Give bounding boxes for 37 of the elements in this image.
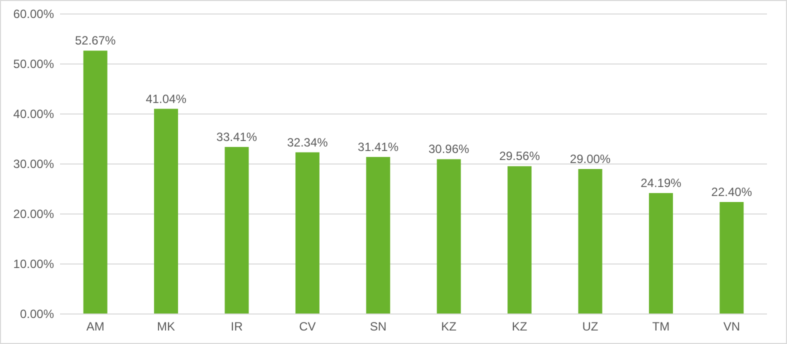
data-label: 24.19% — [640, 176, 682, 190]
y-tick-label: 0.00% — [20, 306, 54, 321]
bar — [436, 159, 461, 314]
bar — [83, 50, 108, 314]
bar — [295, 152, 320, 314]
data-label: 52.67% — [75, 34, 116, 48]
bar — [720, 202, 744, 314]
data-label: 33.41% — [216, 130, 258, 144]
bar — [508, 166, 532, 314]
y-tick-label: 40.00% — [13, 106, 54, 121]
bar — [648, 193, 673, 314]
x-tick-label: UZ — [582, 320, 598, 334]
data-label: 31.41% — [358, 140, 399, 154]
x-tick-label: IR — [230, 320, 244, 334]
x-tick-label: SN — [370, 320, 386, 334]
y-tick-label: 30.00% — [13, 156, 54, 171]
data-label: 22.40% — [711, 185, 752, 199]
x-tick-label: TM — [652, 320, 670, 334]
x-tick-label: AM — [86, 320, 104, 334]
y-tick-label: 10.00% — [13, 256, 54, 271]
x-tick-label: KZ — [512, 320, 528, 334]
data-label: 32.34% — [287, 135, 328, 150]
data-label: 41.04% — [146, 92, 187, 106]
data-label: 30.96% — [428, 142, 470, 156]
y-tick-label: 50.00% — [13, 56, 54, 71]
bar — [578, 169, 602, 314]
data-label: 29.00% — [570, 152, 611, 166]
y-tick-label: 20.00% — [13, 206, 54, 221]
x-tick-label: MK — [157, 320, 176, 334]
bar — [154, 108, 178, 314]
x-tick-label: VN — [723, 320, 740, 334]
x-tick-label: CV — [299, 320, 316, 334]
data-label: 29.56% — [499, 149, 540, 164]
y-tick-label: 60.00% — [13, 6, 54, 21]
bar — [224, 146, 249, 314]
bar — [366, 156, 390, 314]
x-tick-label: KZ — [441, 320, 457, 334]
